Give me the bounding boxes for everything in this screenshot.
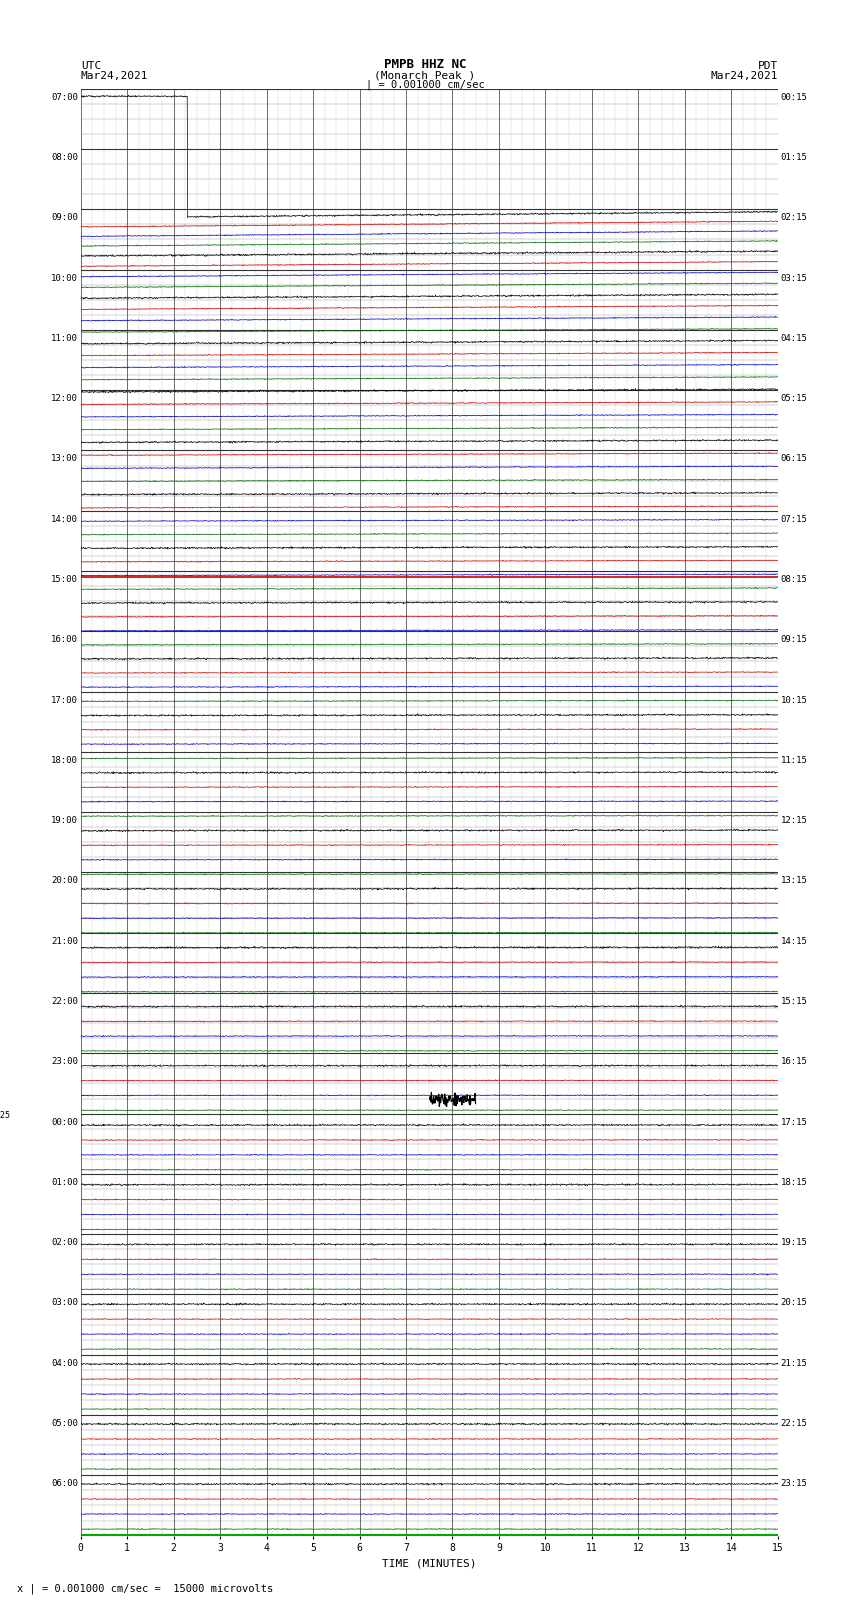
Text: PDT: PDT — [757, 61, 778, 71]
Text: Mar25: Mar25 — [0, 1111, 11, 1119]
Text: x | = 0.001000 cm/sec =  15000 microvolts: x | = 0.001000 cm/sec = 15000 microvolts — [17, 1582, 273, 1594]
Text: PMPB HHZ NC: PMPB HHZ NC — [383, 58, 467, 71]
Text: Mar24,2021: Mar24,2021 — [711, 71, 778, 81]
Text: UTC: UTC — [81, 61, 101, 71]
Text: Mar24,2021: Mar24,2021 — [81, 71, 148, 81]
Text: | = 0.001000 cm/sec: | = 0.001000 cm/sec — [366, 79, 484, 90]
Text: (Monarch Peak ): (Monarch Peak ) — [374, 71, 476, 81]
X-axis label: TIME (MINUTES): TIME (MINUTES) — [382, 1558, 477, 1569]
